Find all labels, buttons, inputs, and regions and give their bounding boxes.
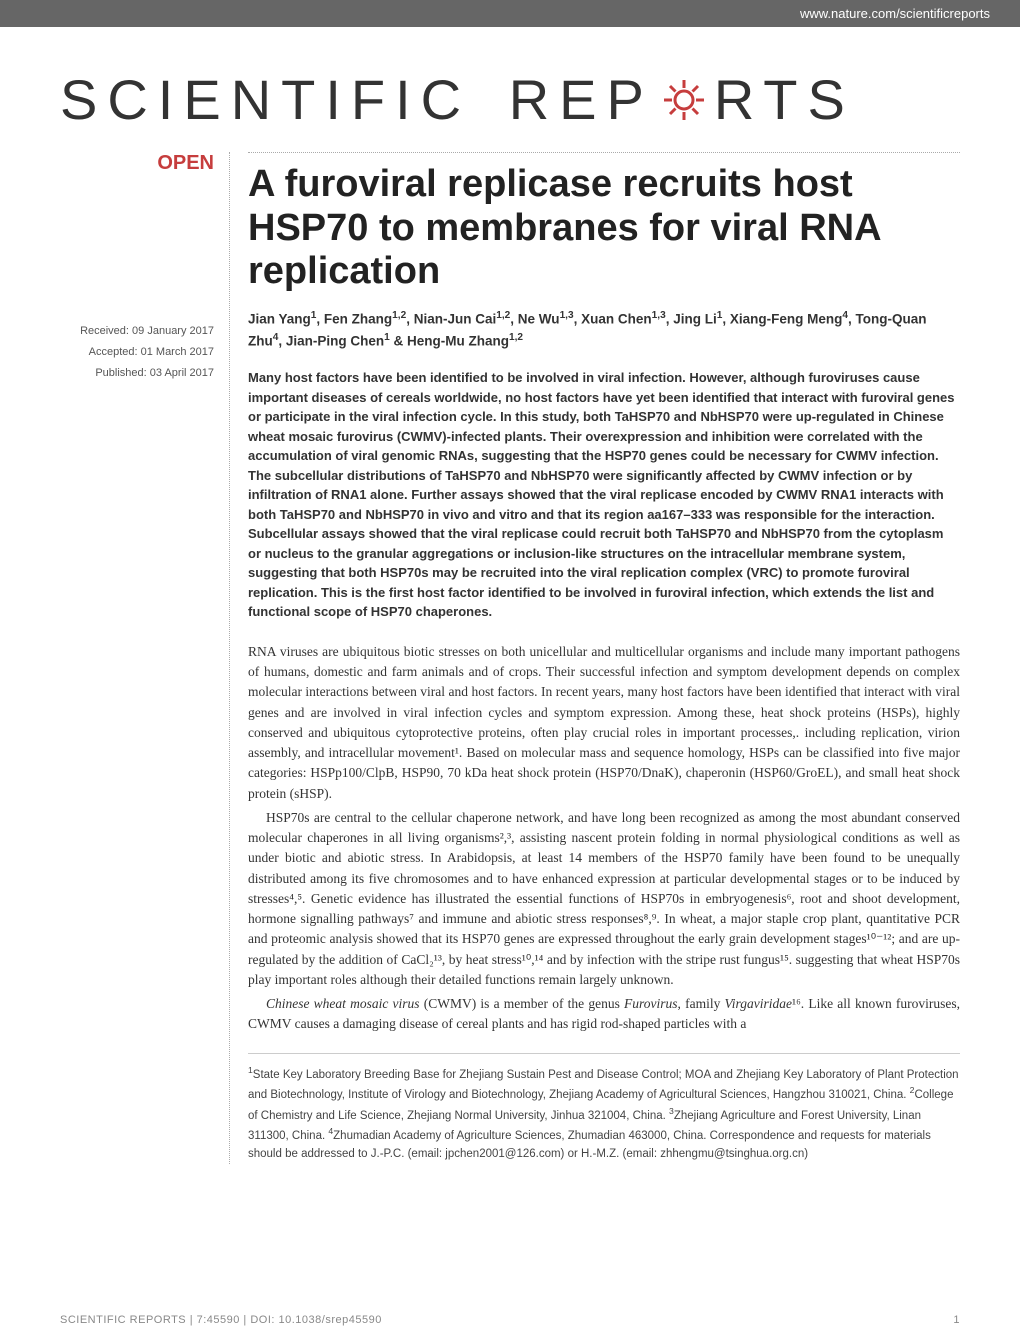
main-column: A furoviral replicase recruits host HSP7… — [230, 152, 960, 1164]
author-list: Jian Yang1, Fen Zhang1,2, Nian-Jun Cai1,… — [248, 308, 960, 352]
paragraph-2: HSP70s are central to the cellular chape… — [248, 808, 960, 990]
published-line: Published: 03 April 2017 — [60, 363, 214, 384]
footer-citation: SCIENTIFIC REPORTS | 7:45590 | DOI: 10.1… — [60, 1314, 382, 1326]
article-title: A furoviral replicase recruits host HSP7… — [248, 163, 960, 294]
content-row: OPEN Received: 09 January 2017 Accepted:… — [0, 152, 1020, 1164]
accepted-line: Accepted: 01 March 2017 — [60, 342, 214, 363]
logo-word-2-before: REP — [509, 67, 654, 132]
footer-page-number: 1 — [953, 1314, 960, 1326]
paragraph-3: Chinese wheat mosaic virus (CWMV) is a m… — [248, 994, 960, 1035]
logo-word-2-after: RTS — [714, 67, 855, 132]
received-line: Received: 09 January 2017 — [60, 321, 214, 342]
published-label: Published: — [95, 367, 146, 379]
site-url[interactable]: www.nature.com/scientificreports — [800, 6, 990, 21]
received-date: 09 January 2017 — [132, 325, 214, 337]
article-meta: Received: 09 January 2017 Accepted: 01 M… — [60, 321, 214, 384]
paragraph-1: RNA viruses are ubiquitous biotic stress… — [248, 642, 960, 804]
logo-section: SCIENTIFIC REP RTS — [0, 27, 1020, 152]
received-label: Received: — [80, 325, 129, 337]
affiliations: 1State Key Laboratory Breeding Base for … — [248, 1053, 960, 1164]
published-date: 03 April 2017 — [150, 367, 214, 379]
gear-icon — [660, 76, 708, 124]
dotted-separator — [248, 152, 960, 163]
sidebar: OPEN Received: 09 January 2017 Accepted:… — [60, 152, 230, 1164]
accepted-label: Accepted: — [89, 346, 138, 358]
header-bar: www.nature.com/scientificreports — [0, 0, 1020, 27]
open-access-badge: OPEN — [60, 152, 214, 175]
body-text: RNA viruses are ubiquitous biotic stress… — [248, 642, 960, 1035]
accepted-date: 01 March 2017 — [141, 346, 214, 358]
journal-logo: SCIENTIFIC REP RTS — [60, 67, 960, 132]
abstract: Many host factors have been identified t… — [248, 368, 960, 622]
page-footer: SCIENTIFIC REPORTS | 7:45590 | DOI: 10.1… — [60, 1314, 960, 1326]
logo-word-1: SCIENTIFIC — [60, 67, 471, 132]
